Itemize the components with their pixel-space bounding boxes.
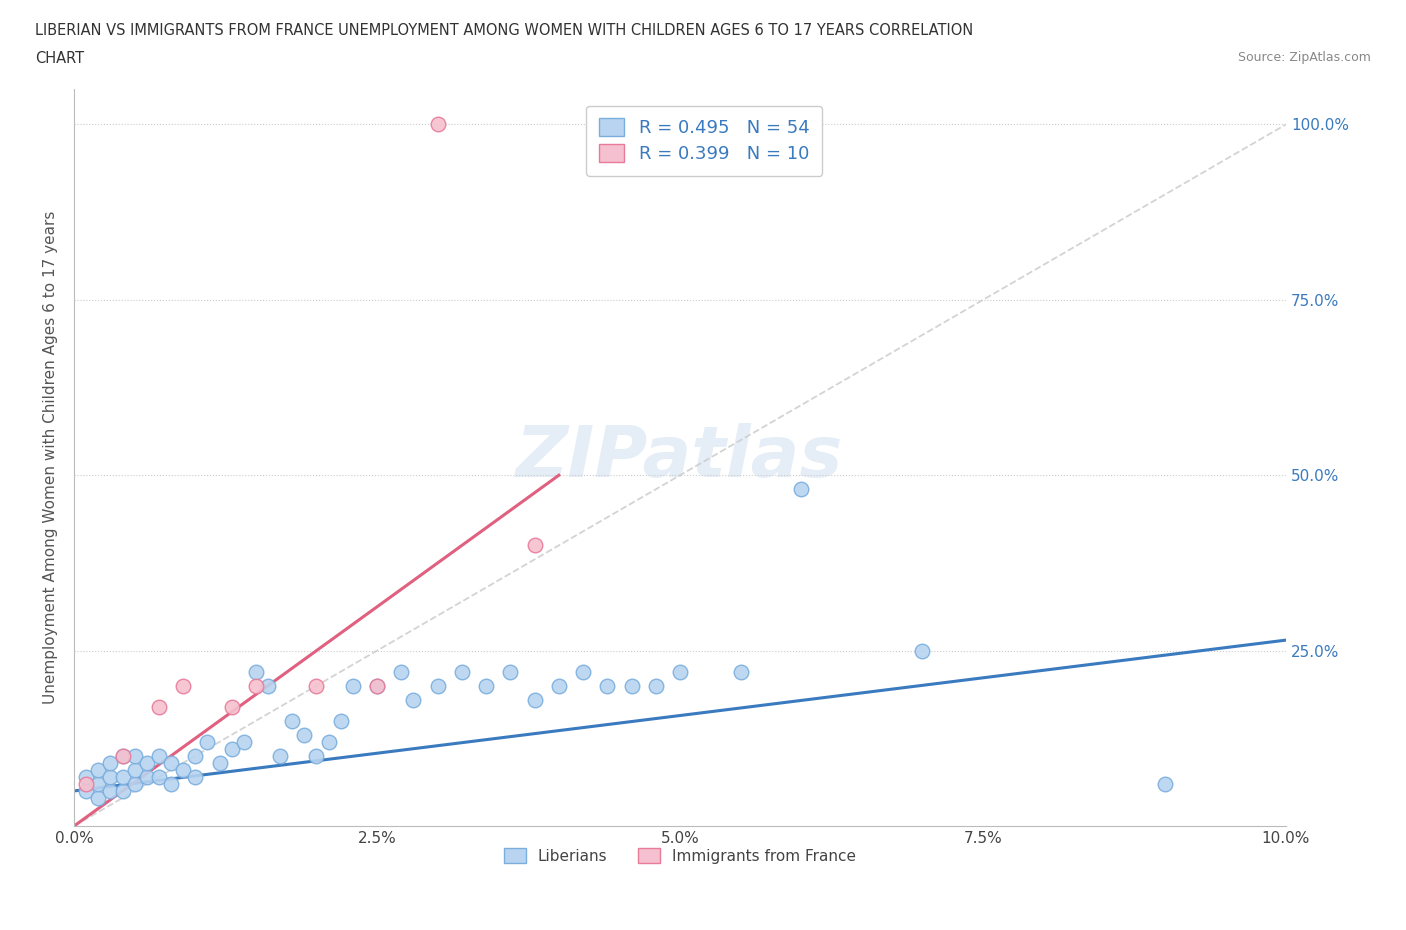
Point: [148, 699, 170, 714]
Point: [75, 777, 97, 791]
Legend: Liberians, Immigrants from France: Liberians, Immigrants from France: [498, 843, 862, 870]
Text: CHART: CHART: [35, 51, 84, 66]
Point: [269, 749, 291, 764]
Point: [172, 678, 194, 693]
Point: [366, 678, 388, 693]
Point: [100, 769, 122, 784]
Point: [124, 763, 146, 777]
Point: [221, 699, 243, 714]
Point: [329, 713, 352, 728]
Point: [475, 678, 498, 693]
Point: [208, 755, 231, 770]
Point: [257, 678, 280, 693]
Point: [172, 763, 194, 777]
Point: [160, 755, 183, 770]
Point: [426, 117, 449, 132]
Point: [1153, 777, 1175, 791]
Point: [111, 769, 134, 784]
Point: [292, 727, 315, 742]
Point: [75, 769, 97, 784]
Point: [221, 741, 243, 756]
Point: [730, 664, 752, 679]
Point: [342, 678, 364, 693]
Point: [184, 749, 207, 764]
Point: [499, 664, 522, 679]
Text: Source: ZipAtlas.com: Source: ZipAtlas.com: [1237, 51, 1371, 64]
Point: [547, 678, 569, 693]
Point: [911, 644, 934, 658]
Point: [426, 678, 449, 693]
Point: [135, 755, 157, 770]
Point: [596, 678, 619, 693]
Point: [148, 749, 170, 764]
Text: LIBERIAN VS IMMIGRANTS FROM FRANCE UNEMPLOYMENT AMONG WOMEN WITH CHILDREN AGES 6: LIBERIAN VS IMMIGRANTS FROM FRANCE UNEMP…: [35, 23, 973, 38]
Point: [87, 790, 110, 805]
Point: [75, 783, 97, 798]
Point: [245, 678, 267, 693]
Point: [124, 749, 146, 764]
Point: [232, 735, 254, 750]
Point: [135, 769, 157, 784]
Point: [305, 749, 328, 764]
Point: [111, 783, 134, 798]
Point: [124, 777, 146, 791]
Point: [245, 664, 267, 679]
Point: [790, 482, 813, 497]
Point: [281, 713, 304, 728]
Y-axis label: Unemployment Among Women with Children Ages 6 to 17 years: Unemployment Among Women with Children A…: [44, 211, 58, 704]
Point: [184, 769, 207, 784]
Point: [620, 678, 643, 693]
Point: [197, 735, 219, 750]
Point: [111, 749, 134, 764]
Point: [523, 538, 546, 552]
Point: [389, 664, 412, 679]
Point: [523, 692, 546, 707]
Point: [318, 735, 340, 750]
Point: [402, 692, 425, 707]
Point: [572, 664, 595, 679]
Point: [100, 783, 122, 798]
Point: [87, 777, 110, 791]
Point: [669, 664, 692, 679]
Point: [87, 763, 110, 777]
Point: [160, 777, 183, 791]
Point: [148, 769, 170, 784]
Point: [366, 678, 388, 693]
Point: [111, 749, 134, 764]
Point: [451, 664, 474, 679]
Point: [305, 678, 328, 693]
Point: [644, 678, 666, 693]
Point: [100, 755, 122, 770]
Text: ZIPatlas: ZIPatlas: [516, 423, 844, 492]
